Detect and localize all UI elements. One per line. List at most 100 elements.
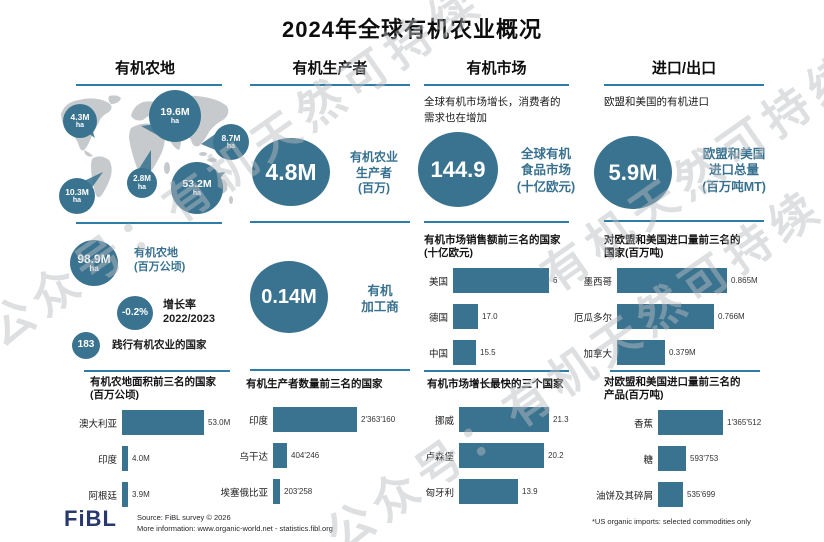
bar-row: 挪威 21.3 [420,407,569,433]
bar-category-label: 中国 [428,348,448,360]
bubble-unit: ha [170,117,180,125]
stat-value: 183 [77,339,95,351]
bar [453,340,476,366]
bar-row: 乌干达 404'246 [220,443,395,469]
column-header-producers: 有机生产者 [292,60,368,77]
bar-row: 匈牙利 13.9 [420,479,569,505]
bar-category-label: 乌干达 [239,451,268,463]
bar-row: 卢森堡 20.2 [420,443,569,469]
bubble-value: 53.2M [182,177,212,190]
bubble-value: 19.6M [160,105,190,118]
chart-top-farmland-countries: 有机农地面积前三名的国家 (百万公顷) 澳大利亚 53.0M 印度 4.0M 阿根廷 3.… [73,376,230,518]
bar-row: 中国 15.5 [420,340,561,366]
divider-rule [604,220,764,222]
divider-rule [424,221,569,223]
bar-value-label: 0.379M [669,348,696,358]
footer-note: *US organic imports: selected commoditie… [592,517,751,526]
bar [459,443,544,469]
bar-row: 印度 4.0M [73,446,230,472]
fibl-logo: FiBL [64,506,117,531]
bubble-unit: ha [226,142,236,150]
bar-row: 厄瓜多尔 0.766M [566,304,758,330]
stat-circle-producers: 4.8M [252,138,330,206]
bar [617,268,727,294]
bar-category-label: 糖 [643,454,653,466]
stat-value: 144.9 [430,156,486,182]
bar-category-label: 油饼及其碎屑 [595,490,653,502]
bar [459,407,549,433]
bubble-value: 2.8M [133,174,151,184]
stat-value: 0.14M [261,285,317,308]
bubble-value: 10.3M [65,186,89,197]
bar-row: 德国 17.0 [420,304,561,330]
divider-rule [250,84,410,86]
chart-title: 有机市场增长最快的三个国家 [427,378,564,390]
bar-value-label: 15.5 [480,348,496,358]
bar-category-label: 印度 [248,415,268,427]
map-bubble-europe: 19.6M ha [149,90,201,142]
bar [617,304,714,330]
bar-category-label: 墨西哥 [583,276,612,288]
bubble-unit: ha [72,196,82,204]
stat-circle-farmland-total: 98.9M ha [70,240,118,286]
bar [273,443,287,469]
bar-value-label: 6 [553,276,558,286]
bar-category-label: 厄瓜多尔 [573,312,612,324]
column-header-market: 有机市场 [466,60,527,77]
stat-circle-import-total: 5.9M [594,136,672,209]
column-header-farmland: 有机农地 [114,60,175,77]
bubble-unit: ha [192,189,202,197]
divider-rule [424,370,569,372]
bar-category-label: 阿根廷 [88,490,117,502]
bar [122,482,128,508]
imports-intro-text: 欧盟和美国的有机进口 [604,96,709,108]
bar-row: 油饼及其碎屑 535'699 [595,482,761,508]
stat-value: 98.9M [77,251,111,266]
bar [122,446,128,472]
bar-value-label: 3.9M [132,490,150,500]
bar-category-label: 德国 [428,312,448,324]
map-bubble-latin-america: 10.3M ha [59,178,95,214]
bar-value-label: 0.766M [718,312,745,322]
bar-category-label: 美国 [428,276,448,288]
world-map: 4.3M ha 19.6M ha 8.7M ha 2.8M ha 10.3M h… [55,90,249,224]
bar-value-label: 535'699 [687,490,716,500]
countries-count-label: 践行有机农业的国家 [112,339,207,351]
bar-row: 印度 2'363'160 [220,407,395,433]
bar [658,410,723,436]
chart-title: 对欧盟和美国进口量前三名的 产品(百万吨) [604,376,741,402]
bar [459,479,518,505]
bar [122,410,204,436]
bar-category-label: 挪威 [434,415,454,427]
divider-rule [76,222,222,224]
stat-value: -0.2% [121,306,149,318]
market-size-label: 全球有机 食品市场 (十亿欧元) [516,147,576,194]
chart-title: 有机生产者数量前三名的国家 [246,378,383,390]
bar-row: 香蕉 1'365'512 [595,410,761,436]
bar-value-label: 17.0 [482,312,498,322]
bar-value-label: 593'753 [690,454,719,464]
divider-rule [604,84,764,86]
footer-source: Source: FiBL survey © 2026 More informat… [137,513,333,533]
bubble-unit: ha [137,183,147,191]
bar [658,482,683,508]
bar-value-label: 20.2 [548,451,564,461]
chart-top-import-products: 对欧盟和美国进口量前三名的 产品(百万吨) 香蕉 1'365'512 糖 593'75… [595,376,761,518]
market-intro-text: 全球有机市场增长，消费者的 需求也在增加 [424,96,561,125]
bar-category-label: 澳大利亚 [78,418,117,430]
bar-value-label: 404'246 [291,451,320,461]
bar-value-label: 21.3 [553,415,569,425]
chart-fastest-growing-markets: 有机市场增长最快的三个国家 挪威 21.3 卢森堡 20.2 匈牙利 13.9 [420,378,569,515]
stat-circle-growth-rate: -0.2% [117,296,153,330]
map-bubble-asia: 8.7M ha [213,124,249,160]
bar [453,268,549,294]
bar-row: 埃塞俄比亚 203'258 [220,479,395,505]
map-bubble-africa: 2.8M ha [127,168,157,198]
stat-circle-processors: 0.14M [250,261,328,333]
producers-label: 有机农业 生产者 (百万) [349,150,398,196]
bar [453,304,478,330]
bar-category-label: 香蕉 [633,418,653,430]
bar-category-label: 加拿大 [583,348,612,360]
chart-top-producer-countries: 有机生产者数量前三名的国家 印度 2'363'160 乌干达 404'246 埃塞俄比亚… [220,378,395,515]
